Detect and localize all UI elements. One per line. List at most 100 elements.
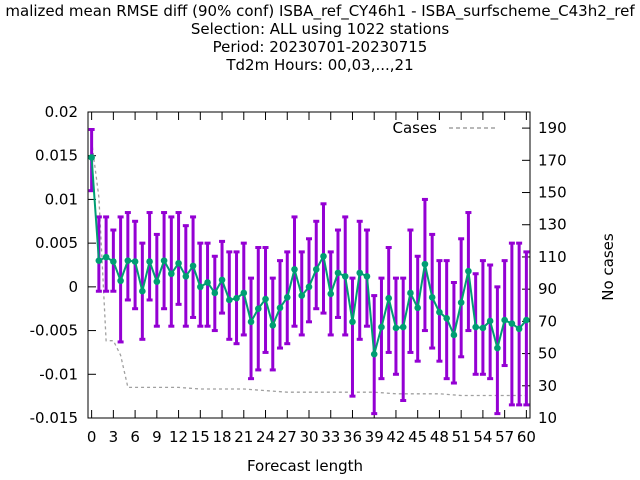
mean-point — [356, 269, 364, 277]
mean-point — [175, 259, 182, 267]
mean-point — [436, 308, 443, 316]
mean-point — [211, 289, 219, 297]
mean-point — [378, 323, 385, 331]
mean-point — [479, 324, 487, 332]
mean-point — [349, 318, 356, 326]
x-tick-label: 0 — [87, 428, 97, 446]
legend: Cases — [392, 119, 495, 137]
y-left-tick-label: 0.005 — [35, 234, 78, 252]
mean-point — [486, 317, 494, 325]
mean-point — [160, 257, 168, 264]
mean-point — [508, 320, 516, 327]
mean-point — [392, 324, 400, 332]
mean-point — [146, 258, 153, 265]
y-right-tick-label: 30 — [538, 377, 557, 395]
x-tick-label: 57 — [495, 428, 514, 446]
mean-point — [305, 283, 313, 291]
mean-point — [465, 267, 472, 275]
y-left-tick-label: -0.005 — [30, 322, 78, 340]
y-right-tick-label: 130 — [538, 216, 567, 234]
mean-point — [95, 257, 103, 264]
errorbar-layer — [88, 127, 530, 416]
y-right-tick-label: 50 — [538, 345, 557, 363]
legend-label: Cases — [392, 119, 437, 137]
mean-point — [218, 276, 226, 284]
mean-point — [494, 344, 501, 352]
mean-point — [204, 279, 211, 286]
cases-line — [90, 140, 527, 397]
mean-point — [407, 289, 414, 297]
mean-point — [523, 316, 530, 324]
mean-point — [320, 252, 327, 260]
mean-point — [189, 262, 197, 270]
x-tick-label: 39 — [365, 428, 384, 446]
mean-point — [443, 315, 450, 322]
mean-point — [110, 258, 117, 265]
mean-point — [515, 325, 523, 333]
mean-point — [88, 154, 95, 161]
y-right-tick-label: 110 — [538, 248, 567, 266]
x-tick-label: 45 — [408, 428, 427, 446]
mean-point — [370, 350, 378, 358]
x-tick-label: 33 — [321, 428, 340, 446]
mean-point — [168, 270, 175, 278]
mean-point — [197, 283, 204, 291]
y-right-tick-label: 150 — [538, 184, 567, 202]
mean-point — [421, 260, 429, 268]
mean-point — [450, 331, 458, 339]
mean-point — [385, 294, 393, 302]
y-left-tick-label: 0.01 — [45, 190, 78, 208]
mean-point — [501, 316, 508, 324]
y-right-tick-label: 10 — [538, 409, 557, 427]
y-right-tick-label: 70 — [538, 312, 557, 330]
mean-point — [291, 266, 298, 273]
mean-point — [269, 322, 277, 329]
mean-point — [312, 266, 320, 273]
chart-title-line-1: malized mean RMSE diff (90% conf) ISBA_r… — [5, 2, 635, 20]
mean-point — [254, 305, 262, 313]
labels-layer: 0.02 0.015 0.01 0.005 0 -0.005 -0.01 -0.015 190 1… — [30, 103, 567, 446]
mean-point — [428, 294, 436, 301]
x-tick-label: 42 — [386, 428, 405, 446]
x-tick-label: 12 — [169, 428, 188, 446]
mean-point — [240, 289, 248, 297]
x-tick-label: 15 — [191, 428, 210, 446]
mean-point — [117, 277, 124, 285]
y-left-tick-label: 0.02 — [45, 103, 78, 121]
mean-point — [102, 253, 110, 261]
chart-title-line-3: Period: 20230701-20230715 — [212, 38, 428, 56]
x-tick-label: 27 — [278, 428, 297, 446]
mean-point — [327, 290, 335, 298]
mean-point — [457, 299, 465, 306]
chart-title-line-2: Selection: ALL using 1022 stations — [190, 20, 450, 38]
cases-layer — [90, 140, 527, 397]
y-right-tick-label: 90 — [538, 280, 557, 298]
x-tick-label: 21 — [234, 428, 253, 446]
y-right-tick-label: 190 — [538, 119, 567, 137]
x-tick-label: 60 — [517, 428, 536, 446]
mean-point — [276, 304, 284, 312]
x-tick-label: 24 — [256, 428, 275, 446]
mean-layer — [88, 154, 530, 358]
mean-point — [182, 273, 190, 280]
x-tick-label: 54 — [473, 428, 492, 446]
y-left-tick-label: 0 — [68, 278, 78, 296]
y-left-tick-label: -0.01 — [39, 365, 78, 383]
mean-point — [139, 287, 146, 295]
x-tick-label: 18 — [213, 428, 232, 446]
mean-point — [247, 318, 255, 326]
x-tick-label: 51 — [452, 428, 471, 446]
x-tick-label: 30 — [299, 428, 318, 446]
x-tick-label: 48 — [430, 428, 449, 446]
x-axis-label: Forecast length — [247, 457, 363, 475]
mean-point — [131, 258, 139, 265]
mean-point — [472, 323, 479, 331]
mean-point — [334, 269, 342, 277]
x-tick-label: 36 — [343, 428, 362, 446]
mean-point — [233, 294, 240, 302]
mean-point — [283, 294, 291, 301]
mean-point — [298, 292, 306, 299]
y-axis-right-label: No cases — [599, 233, 617, 301]
x-tick-label: 6 — [130, 428, 140, 446]
chart-title-line-4: Td2m Hours: 00,03,...,21 — [226, 56, 414, 74]
